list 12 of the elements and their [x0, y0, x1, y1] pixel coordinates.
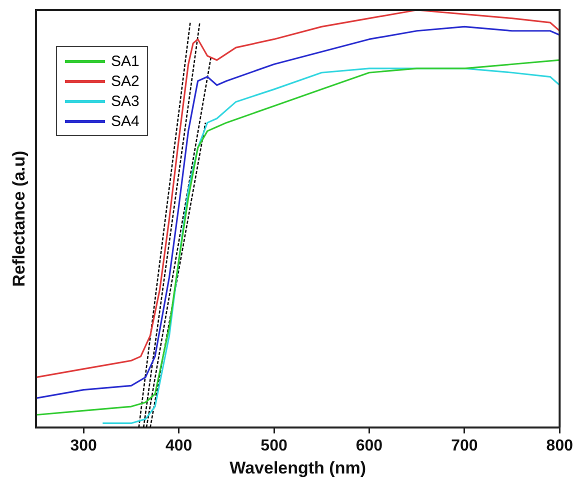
x-tick-label: 300: [70, 437, 98, 454]
y-axis-title: Reflectance (a.u): [10, 150, 29, 287]
x-tick-label: 800: [546, 437, 574, 454]
legend-label: SA4: [111, 112, 140, 130]
x-tick-label: 400: [165, 437, 192, 454]
legend-label: SA3: [111, 92, 140, 110]
x-tick-label: 500: [260, 437, 288, 454]
x-tick-label: 600: [356, 437, 383, 454]
x-axis-title: Wavelength (nm): [230, 458, 366, 478]
legend-label: SA2: [111, 72, 140, 90]
legend-label: SA1: [111, 52, 140, 70]
x-tick-label: 700: [451, 437, 478, 454]
